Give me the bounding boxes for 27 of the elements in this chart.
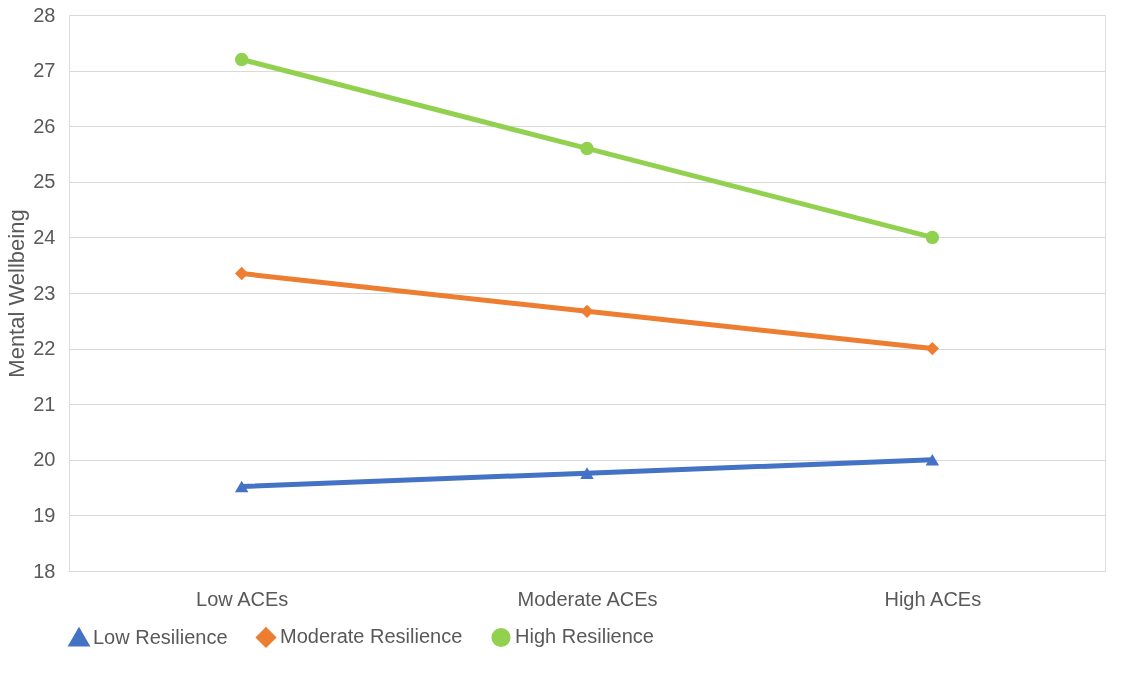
- point: [234, 480, 249, 493]
- y-tick-label: 24: [33, 225, 56, 248]
- y-tick-label: 18: [33, 559, 56, 582]
- y-tick-label: 23: [33, 281, 56, 304]
- y-tick-label: 27: [33, 59, 56, 82]
- y-tick-label: 20: [33, 448, 56, 471]
- x-tick-label: High ACEs: [884, 587, 982, 610]
- y-tick-label: 22: [33, 337, 56, 360]
- point: [580, 467, 594, 479]
- point: [234, 52, 249, 67]
- x-tick-label: Moderate ACEs: [517, 587, 658, 610]
- y-axis-title: Mental Wellbeing: [4, 209, 30, 378]
- x-tick-label: Low ACEs: [196, 587, 289, 610]
- y-tick-label: 26: [33, 114, 56, 137]
- y-tick-label: 21: [33, 392, 56, 415]
- legend-label: High Resilience: [515, 625, 654, 648]
- point: [234, 266, 249, 281]
- legend-label: Low Resilience: [93, 625, 228, 648]
- y-tick-label: 19: [33, 503, 56, 526]
- point: [580, 141, 594, 156]
- point: [925, 230, 940, 245]
- legend-label: Moderate Resilience: [280, 625, 463, 648]
- y-tick-label: 28: [33, 3, 56, 26]
- point: [925, 453, 940, 466]
- point: [925, 341, 940, 356]
- y-tick-label: 25: [33, 170, 56, 193]
- point: [580, 304, 594, 319]
